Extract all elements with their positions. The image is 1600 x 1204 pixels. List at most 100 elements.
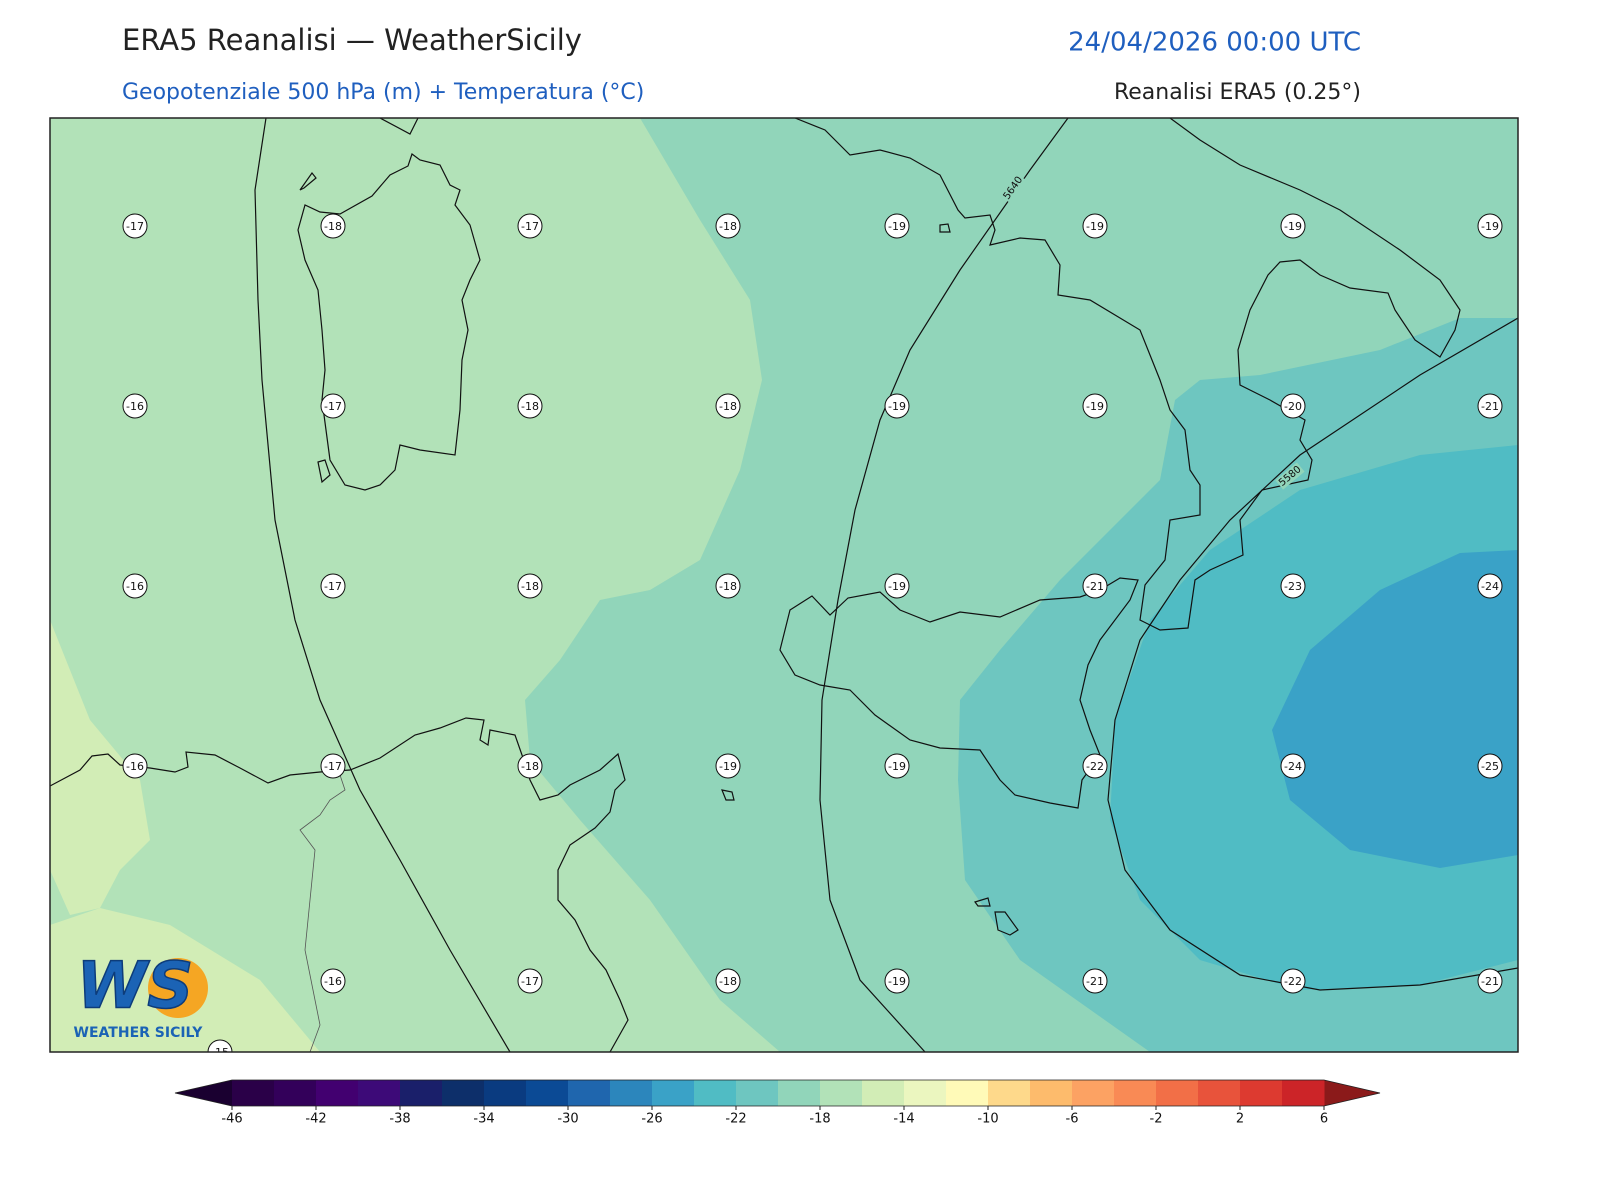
station-temperature: -16 [324, 975, 342, 988]
map: -17 -18 -17 -18 -19 -19 -19 -19 -16 -17 -18 -18 -19 -… [50, 118, 1518, 1059]
station-marker [715, 968, 741, 994]
station-temperature: -19 [1086, 400, 1104, 413]
station-marker [884, 573, 910, 599]
station-marker [1477, 573, 1503, 599]
station-temperature: -15 [211, 1046, 229, 1059]
colorbar-bin [904, 1080, 947, 1106]
source: Reanalisi ERA5 (0.25°) [1114, 80, 1361, 105]
station-marker [1082, 213, 1108, 239]
colorbar-tick-label: 6 [1320, 1112, 1328, 1127]
station-temperature: -18 [719, 400, 737, 413]
station-temperature: -17 [324, 400, 342, 413]
colorbar-tick-label: -10 [977, 1112, 998, 1127]
colorbar-tick-label: -18 [809, 1112, 830, 1127]
colorbar-bin [946, 1080, 989, 1106]
colorbar-tick-label: -14 [893, 1112, 914, 1127]
logo-mark: WS [77, 950, 194, 1024]
station-marker [715, 393, 741, 419]
station-marker [122, 573, 148, 599]
colorbar-bin [1156, 1080, 1199, 1106]
colorbar-tick-label: -46 [221, 1112, 242, 1127]
colorbar-bin [820, 1080, 863, 1106]
station-marker [122, 213, 148, 239]
station-marker [1082, 393, 1108, 419]
station-marker [517, 968, 543, 994]
logo-sun [148, 958, 208, 1018]
station-marker [1477, 753, 1503, 779]
station-temperature: -21 [1086, 580, 1104, 593]
contour-label-bg [1275, 462, 1305, 490]
station-marker [715, 753, 741, 779]
station-temperature: -18 [719, 580, 737, 593]
station-marker [884, 753, 910, 779]
colorbar-bin [1030, 1080, 1073, 1106]
station-temperature: -18 [719, 975, 737, 988]
station-temperature: -19 [1481, 220, 1499, 233]
station-temperature: -17 [324, 580, 342, 593]
colorbar-tick-label: 2 [1236, 1112, 1244, 1127]
colorbar-bin [988, 1080, 1031, 1106]
station-marker [1477, 393, 1503, 419]
colorbar-bin [1114, 1080, 1157, 1106]
colorbar-tick-label: -26 [641, 1112, 662, 1127]
station-temperature: -19 [888, 400, 906, 413]
colorbar-bin [694, 1080, 737, 1106]
station-marker [715, 573, 741, 599]
station-temperature: -19 [888, 760, 906, 773]
colorbar-tick-label: -6 [1066, 1112, 1079, 1127]
colorbar-bin [1198, 1080, 1241, 1106]
colorbar-bin [652, 1080, 695, 1106]
colorbar-under [175, 1080, 232, 1106]
colorbar-bin [1240, 1080, 1283, 1106]
station-temperature: -16 [126, 760, 144, 773]
colorbar-tick-label: -30 [557, 1112, 578, 1127]
datetime: 24/04/2026 00:00 UTC [1068, 28, 1361, 58]
station-temperature: -19 [1086, 220, 1104, 233]
station-marker [1082, 968, 1108, 994]
colorbar-bin [610, 1080, 653, 1106]
colorbar-bin [568, 1080, 611, 1106]
colorbar-tick-label: -38 [389, 1112, 410, 1127]
station-marker [517, 753, 543, 779]
station-temperature: -19 [1284, 220, 1302, 233]
coastlines [50, 118, 1461, 1052]
station-temperature: -17 [126, 220, 144, 233]
temperature-labels: -17 -18 -17 -18 -19 -19 -19 -19 -16 -17 -18 -18 -19 -… [122, 213, 1503, 1059]
colorbar-bin [736, 1080, 779, 1106]
colorbar-bin [442, 1080, 485, 1106]
colorbar-bin [862, 1080, 905, 1106]
station-marker [1280, 393, 1306, 419]
station-marker [207, 1039, 233, 1052]
colorbar-bin [274, 1080, 317, 1106]
station-marker [884, 213, 910, 239]
colorbar-tick-label: -34 [473, 1112, 494, 1127]
station-temperature: -20 [1284, 400, 1302, 413]
station-marker [517, 393, 543, 419]
station-marker [715, 213, 741, 239]
station-marker [884, 968, 910, 994]
station-marker [122, 753, 148, 779]
colorbar-bin [778, 1080, 821, 1106]
station-temperature: -18 [521, 580, 539, 593]
station-temperature: -17 [521, 220, 539, 233]
logo-text: WEATHER SICILY [74, 1025, 204, 1041]
station-temperature: -21 [1481, 400, 1499, 413]
station-marker [517, 573, 543, 599]
colorbar-bin [484, 1080, 527, 1106]
station-marker [320, 393, 346, 419]
colorbar-bin [400, 1080, 443, 1106]
station-marker [1082, 753, 1108, 779]
station-marker [320, 213, 346, 239]
station-marker [1280, 968, 1306, 994]
colorbar-bin [358, 1080, 401, 1106]
station-temperature: -21 [1481, 975, 1499, 988]
title: ERA5 Reanalisi — WeatherSicily [122, 23, 582, 57]
station-marker [320, 573, 346, 599]
station-temperature: -19 [888, 220, 906, 233]
temp-field [50, 620, 150, 915]
station-temperature: -21 [1086, 975, 1104, 988]
station-temperature: -18 [719, 220, 737, 233]
station-temperature: -23 [1284, 580, 1302, 593]
colorbar-bin [316, 1080, 359, 1106]
